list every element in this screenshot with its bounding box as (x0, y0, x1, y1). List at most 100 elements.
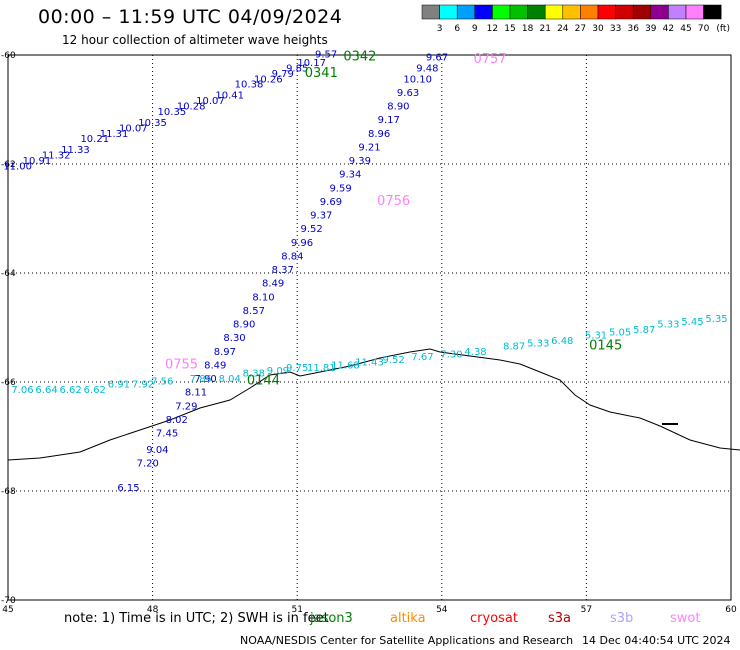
x-tick-label: 57 (581, 605, 592, 615)
legend-label: 3 (437, 24, 443, 34)
wave-height-label: 8.02 (166, 415, 188, 426)
wave-height-label: 8.87 (503, 341, 525, 352)
wave-height-label: 8.49 (262, 279, 284, 290)
legend-label: 33 (610, 24, 621, 34)
footer-note: note: 1) Time is in UTC; 2) SWH is in fe… (64, 611, 329, 626)
wave-height-label: 8.90 (233, 320, 255, 331)
wave-height-label: 7.90 (194, 374, 216, 385)
wave-height-label: 9.39 (349, 156, 371, 167)
chart-title: 00:00 – 11:59 UTC 04/09/2024 (38, 6, 343, 28)
x-tick-label: 48 (147, 605, 159, 615)
wave-height-label: 8.30 (223, 333, 245, 344)
satellite-name: altika (390, 611, 426, 626)
wave-height-label: 10.41 (215, 91, 244, 102)
wave-height-label: 5.33 (657, 320, 679, 331)
wave-height-label: 5.87 (633, 325, 655, 336)
pass-time-label: 0342 (343, 49, 376, 64)
coastline (7, 348, 740, 461)
y-tick-label: -70 (1, 596, 16, 606)
legend-label: 39 (645, 24, 657, 34)
legend-label: 24 (557, 24, 569, 34)
wave-height-label: 10.35 (138, 118, 167, 129)
wave-height-label: 8.04 (219, 374, 241, 385)
wave-height-label: 5.35 (705, 314, 727, 325)
pass-time-label: 0756 (377, 194, 410, 209)
wave-height-label: 7.29 (175, 401, 197, 412)
wave-height-label: 4.38 (464, 347, 486, 358)
wave-height-label: 9.34 (339, 170, 361, 181)
wave-height-label: 10.35 (158, 107, 187, 118)
plot-frame (7, 54, 732, 601)
pass-time-label: 0341 (305, 66, 338, 81)
wave-height-label: 9.67 (426, 52, 448, 63)
legend-label: 21 (539, 24, 550, 34)
wave-height-label: 9.96 (291, 238, 313, 249)
legend-label: 42 (663, 24, 674, 34)
x-tick-label: 45 (2, 605, 13, 615)
wave-height-label: 6.64 (35, 385, 57, 396)
wave-height-label: 8.84 (281, 251, 303, 262)
x-tick-label: 54 (436, 605, 448, 615)
legend-label: 70 (698, 24, 710, 34)
wave-height-label: 8.37 (272, 265, 294, 276)
satellite-name: jason3 (310, 611, 353, 626)
y-tick-label: -64 (1, 269, 16, 279)
legend-unit: (ft) (716, 24, 730, 34)
wave-height-label: 11.32 (42, 151, 71, 162)
y-tick-label: -68 (1, 487, 16, 497)
wave-height-label: 9.69 (320, 197, 342, 208)
wave-height-label: 8.96 (368, 129, 390, 140)
wave-height-label: 9.79 (272, 69, 294, 80)
wave-height-label: 10.91 (23, 156, 52, 167)
pass-time-label: 0757 (473, 52, 506, 67)
wave-height-label: 6.15 (117, 483, 139, 494)
wave-height-label: 9.09 (267, 366, 289, 377)
satellite-name: cryosat (470, 611, 518, 626)
wave-height-label: 9.52 (301, 224, 323, 235)
wave-height-label: 5.31 (585, 330, 607, 341)
legend-label: 9 (472, 24, 478, 34)
wave-height-label: 6.62 (60, 385, 82, 396)
wave-height-label: 10.07 (119, 123, 148, 134)
timestamp-text: 14 Dec 04:40:54 UTC 2024 (582, 634, 731, 647)
legend-label: 12 (487, 24, 498, 34)
wave-height-label: 6.48 (551, 336, 573, 347)
wave-height-label: 9.57 (315, 50, 337, 61)
wave-height-label: 11.81 (307, 363, 336, 374)
wave-height-label: 7.45 (156, 429, 178, 440)
chart-subtitle: 12 hour collection of altimeter wave hei… (62, 33, 328, 47)
wave-height-label: 5.45 (681, 317, 703, 328)
wave-height-map: 45 48 51 54 57 60 -60 -62 -64 -66 -68 -70 11.0010.91… (1, 49, 740, 615)
legend-label: 30 (592, 24, 604, 34)
wave-height-label: 8.97 (214, 347, 236, 358)
satellite-name: s3a (548, 611, 572, 626)
legend-label: 18 (522, 24, 534, 34)
wave-height-label: 8.90 (387, 102, 409, 113)
wave-height-label: 10.26 (254, 74, 283, 85)
wave-height-label: 9.85 (286, 63, 308, 74)
wave-height-label: 11.00 (3, 161, 32, 172)
wave-height-label: 7.20 (137, 458, 159, 469)
legend-label: 6 (454, 24, 460, 34)
wave-height-label: 9.52 (382, 355, 404, 366)
wave-height-label: 7.06 (11, 385, 33, 396)
wave-height-label: 10.38 (235, 80, 264, 91)
wave-height-label: 11.33 (61, 145, 90, 156)
wave-height-label: 8.10 (252, 292, 274, 303)
wave-height-label: 8.49 (204, 360, 226, 371)
wave-height-label: 10.21 (80, 134, 109, 145)
wave-height-label: 8.38 (243, 369, 265, 380)
pass-time-label: 0145 (589, 338, 622, 353)
x-tick-label: 60 (725, 605, 737, 615)
satellite-name: s3b (610, 611, 634, 626)
y-tick-label: -60 (1, 51, 16, 61)
wave-height-label: 9.48 (416, 63, 438, 74)
wave-height-label: 9.37 (310, 211, 332, 222)
wave-height-label: 9.21 (358, 142, 380, 153)
legend-label: 45 (680, 24, 691, 34)
pass-time-label: 0755 (165, 357, 198, 372)
wave-height-label: 7.92 (132, 379, 154, 390)
wave-height-label: 11.31 (100, 129, 129, 140)
wave-height-label: 11.68 (331, 360, 360, 371)
wave-height-label: 5.33 (527, 339, 549, 350)
